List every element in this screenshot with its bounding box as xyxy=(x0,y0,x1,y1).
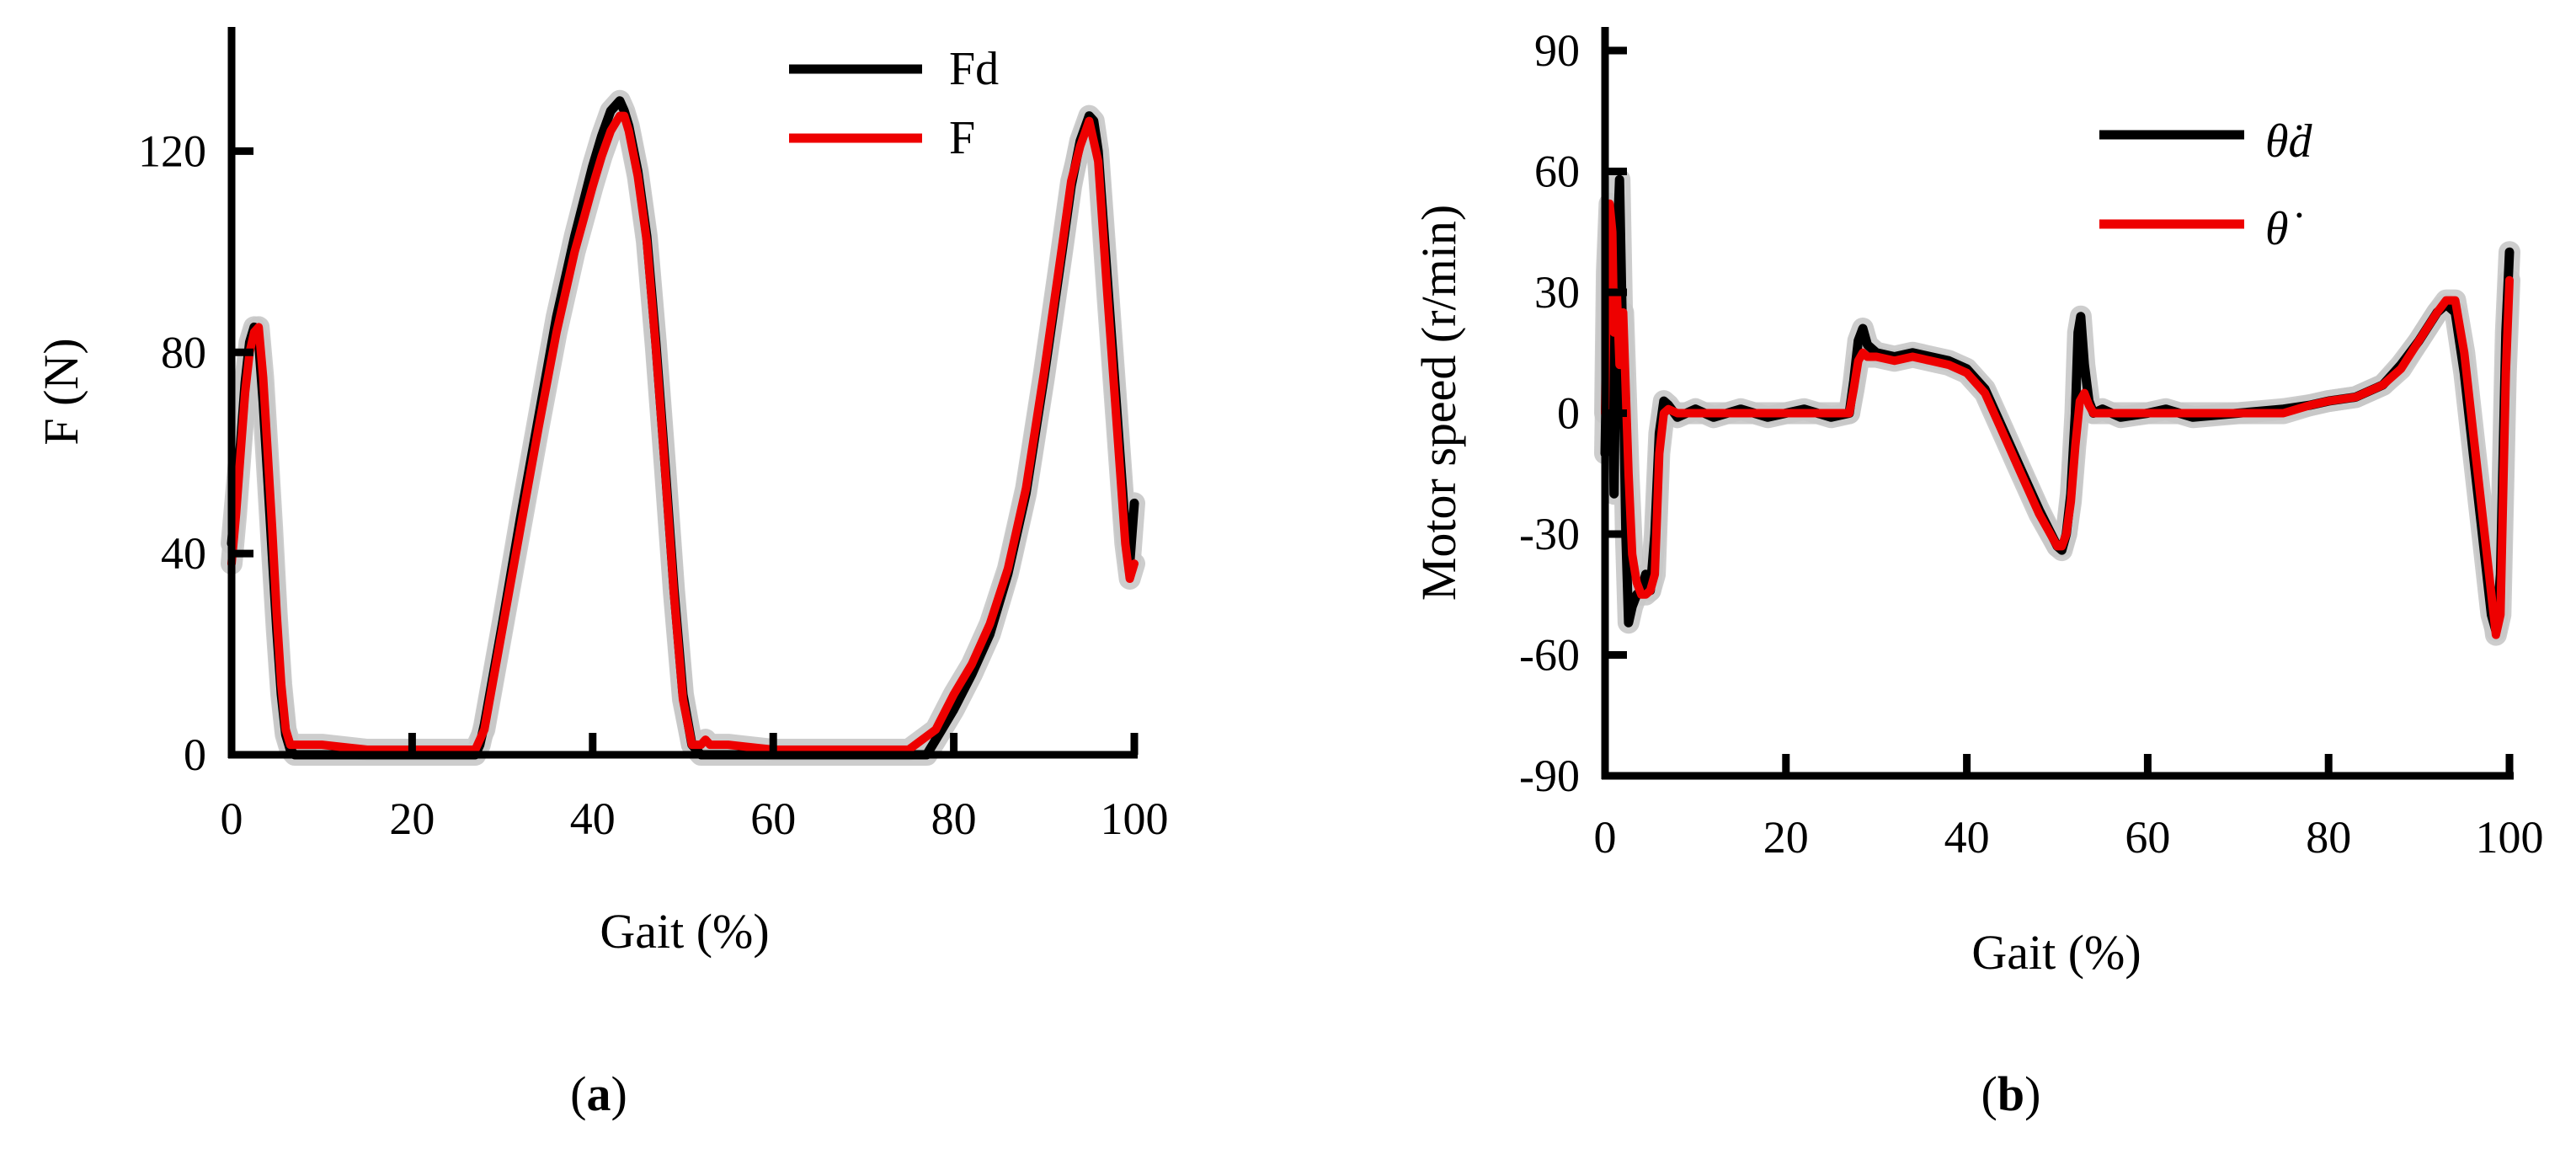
panel-b-ticks: 0 20 40 60 80 100 -90 -60 -30 0 30 60 90 xyxy=(1519,25,2543,863)
panel-b: 0 20 40 60 80 100 -90 -60 -30 0 30 60 90 Gait (%) Mo… xyxy=(1411,25,2544,1121)
panel-b-x-tick-label: 0 xyxy=(1594,812,1617,863)
panel-a-y-tick-label: 120 xyxy=(138,126,206,176)
panel-b-x-tick-label: 100 xyxy=(2476,812,2544,863)
panel-b-caption: (b) xyxy=(1981,1066,2041,1121)
panel-a-y-axis-label: F (N) xyxy=(34,338,88,445)
panel-b-legend-label-theta-d: θ̇d xyxy=(2265,115,2313,168)
panel-a-x-tick-label: 20 xyxy=(389,794,435,844)
panel-b-x-tick-label: 60 xyxy=(2125,812,2170,863)
panel-b-x-tick-label: 20 xyxy=(1763,812,1809,863)
panel-b-x-tick-label: 40 xyxy=(1944,812,1990,863)
panel-a: 0 20 40 60 80 100 0 40 80 120 Gait (%) F (N) Fd F… xyxy=(34,27,1169,1121)
panel-a-legend-label-f: F xyxy=(949,112,975,164)
panel-b-x-axis-label: Gait (%) xyxy=(1971,925,2141,980)
panel-a-x-axis-label: Gait (%) xyxy=(600,904,769,959)
panel-b-y-axis-label: Motor speed (r/min) xyxy=(1411,205,1466,601)
panel-b-legend: θ̇d θ̇ xyxy=(2099,115,2313,255)
panel-b-y-tick-label: -60 xyxy=(1519,630,1580,681)
panel-b-y-tick-label: 60 xyxy=(1534,147,1580,197)
panel-a-series-line-1 xyxy=(227,111,1139,754)
panel-a-caption: (a) xyxy=(570,1066,627,1121)
panel-a-x-tick-label: 40 xyxy=(570,794,616,844)
panel-a-ticks: 0 20 40 60 80 100 0 40 80 120 xyxy=(138,126,1169,844)
panel-b-y-tick-label: -90 xyxy=(1519,751,1580,801)
panel-b-legend-label-theta: θ̇ xyxy=(2265,203,2302,255)
panel-a-x-tick-label: 0 xyxy=(221,794,243,844)
panel-a-legend: Fd F xyxy=(789,43,999,164)
panel-b-x-tick-label: 80 xyxy=(2306,812,2351,863)
panel-a-legend-label-fd: Fd xyxy=(949,43,999,95)
panel-b-y-tick-label: 0 xyxy=(1557,388,1580,439)
panel-b-plot xyxy=(1594,168,2520,646)
panel-a-y-tick-label: 80 xyxy=(161,327,206,377)
panel-b-series-line-0 xyxy=(1600,174,2515,636)
panel-b-y-tick-label: -30 xyxy=(1519,509,1580,559)
panel-b-y-tick-label: 30 xyxy=(1534,267,1580,318)
panel-a-x-tick-label: 80 xyxy=(931,794,977,844)
panel-a-x-tick-label: 60 xyxy=(750,794,796,844)
panel-a-y-tick-label: 40 xyxy=(161,528,206,579)
panel-b-y-tick-label: 90 xyxy=(1534,25,1580,76)
panel-a-x-tick-label: 100 xyxy=(1101,794,1169,844)
panel-b-band-1 xyxy=(1594,192,2520,646)
panel-b-series-line-1 xyxy=(1601,199,2514,639)
panel-a-y-tick-label: 0 xyxy=(184,729,206,780)
panel-a-plot xyxy=(221,89,1145,766)
